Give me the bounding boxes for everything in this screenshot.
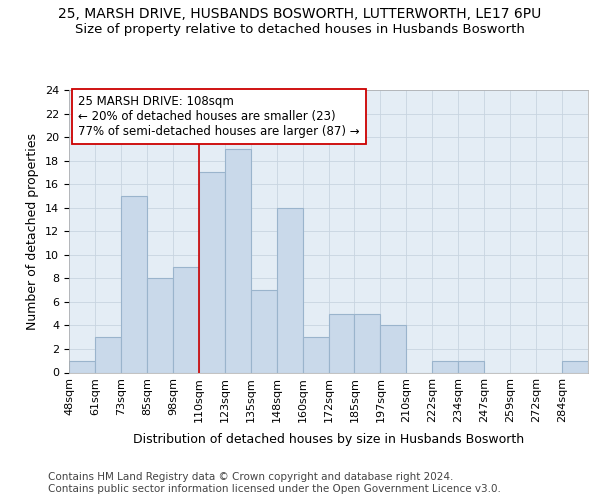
Bar [433,360,458,372]
Text: 25 MARSH DRIVE: 108sqm
← 20% of detached houses are smaller (23)
77% of semi-det: 25 MARSH DRIVE: 108sqm ← 20% of detached… [78,94,360,138]
Bar [277,208,302,372]
Bar [355,314,380,372]
Bar [458,360,484,372]
Bar [225,149,251,372]
Text: 25, MARSH DRIVE, HUSBANDS BOSWORTH, LUTTERWORTH, LE17 6PU: 25, MARSH DRIVE, HUSBANDS BOSWORTH, LUTT… [58,8,542,22]
Bar [302,337,329,372]
Text: Contains public sector information licensed under the Open Government Licence v3: Contains public sector information licen… [48,484,501,494]
Bar [251,290,277,372]
Bar [173,266,199,372]
Bar [329,314,355,372]
Y-axis label: Number of detached properties: Number of detached properties [26,132,40,330]
Bar [380,326,406,372]
Text: Contains HM Land Registry data © Crown copyright and database right 2024.: Contains HM Land Registry data © Crown c… [48,472,454,482]
Bar [95,337,121,372]
Text: Size of property relative to detached houses in Husbands Bosworth: Size of property relative to detached ho… [75,22,525,36]
Bar [121,196,147,372]
Text: Distribution of detached houses by size in Husbands Bosworth: Distribution of detached houses by size … [133,432,524,446]
Bar [147,278,173,372]
Bar [199,172,224,372]
Bar [69,360,95,372]
Bar [562,360,588,372]
